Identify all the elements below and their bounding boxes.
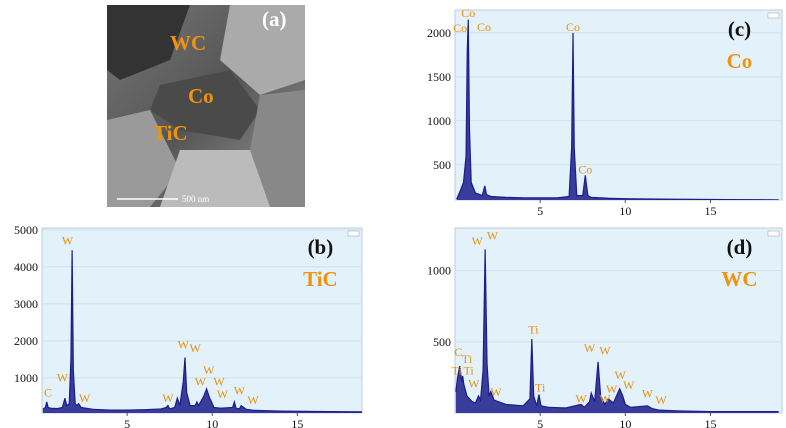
peak-label: W xyxy=(599,391,611,405)
x-tick-label: 10 xyxy=(619,417,631,428)
y-tick-label: 500 xyxy=(433,158,451,172)
tem-image: 500 nm (a) WC Co TiC xyxy=(107,5,305,207)
peak-label: W xyxy=(606,382,618,396)
panel-label: (b) xyxy=(308,235,334,259)
peak-label: W xyxy=(203,363,215,377)
peak-label: Ti xyxy=(462,352,473,366)
y-tick-label: 500 xyxy=(433,335,451,349)
y-tick-label: 5000 xyxy=(14,223,38,237)
peak-label: W xyxy=(584,341,596,355)
x-tick-label: 10 xyxy=(206,417,218,428)
legend-box xyxy=(767,12,780,19)
y-tick-label: 1000 xyxy=(14,371,38,385)
peak-label: W xyxy=(217,387,229,401)
peak-label: W xyxy=(195,374,207,388)
peak-label: Co xyxy=(578,163,592,177)
x-tick-label: 5 xyxy=(537,417,543,428)
grain xyxy=(250,90,305,207)
x-tick-label: 15 xyxy=(291,417,303,428)
spectrum xyxy=(455,249,779,413)
peak-label: W xyxy=(487,228,499,242)
legend-box xyxy=(767,230,780,237)
peak-label: W xyxy=(162,391,174,405)
peak-label: Ti xyxy=(452,364,463,378)
peak-label: Ti xyxy=(528,322,539,336)
spectrum xyxy=(42,250,362,413)
y-tick-label: 1000 xyxy=(427,264,451,278)
x-tick-label: 5 xyxy=(124,417,130,428)
peak-label: W xyxy=(79,391,91,405)
peak-label: Co xyxy=(477,20,491,34)
grain xyxy=(107,5,190,80)
y-tick-label: 2000 xyxy=(427,26,451,40)
phase-label: Co xyxy=(188,84,214,108)
phase-label: WC xyxy=(721,267,757,291)
phase-label: TiC xyxy=(153,121,188,145)
grain xyxy=(220,5,305,95)
peak-label: W xyxy=(655,393,667,407)
grain xyxy=(150,70,260,140)
y-tick-label: 1500 xyxy=(427,70,451,84)
phase-label: WC xyxy=(170,31,206,55)
peak-label: C xyxy=(44,385,52,399)
grain xyxy=(160,150,270,207)
x-tick-label: 10 xyxy=(619,204,631,218)
panel-label: (d) xyxy=(727,235,753,259)
peak-label: W xyxy=(178,337,190,351)
y-tick-label: 2000 xyxy=(14,334,38,348)
peak-label: W xyxy=(575,391,587,405)
phase-label: Co xyxy=(727,49,753,73)
grain xyxy=(107,110,180,207)
peak-label: W xyxy=(247,393,259,407)
peak-label: W xyxy=(213,374,225,388)
peak-label: Co xyxy=(461,6,475,20)
scale-label: 500 nm xyxy=(182,194,209,204)
peak-label: W xyxy=(642,386,654,400)
panel-label: (a) xyxy=(262,7,287,31)
legend-box xyxy=(347,230,360,237)
peak-label: W xyxy=(62,234,74,248)
panel-label: (c) xyxy=(728,17,751,41)
peak-label: W xyxy=(234,384,246,398)
phase-label: TiC xyxy=(303,267,338,291)
x-tick-label: 5 xyxy=(537,204,543,218)
peak-label: W xyxy=(471,234,483,248)
y-tick-label: 3000 xyxy=(14,297,38,311)
x-tick-label: 15 xyxy=(704,204,716,218)
peak-label: W xyxy=(623,378,635,392)
peak-label: W xyxy=(190,341,202,355)
peak-label: C xyxy=(454,345,462,359)
peak-label: W xyxy=(490,385,502,399)
spectrum xyxy=(456,19,779,200)
plot-area xyxy=(454,227,783,414)
y-tick-label: 1000 xyxy=(427,114,451,128)
spectrum-fill xyxy=(455,249,779,413)
peak-label: W xyxy=(599,344,611,358)
x-tick-label: 15 xyxy=(704,417,716,428)
y-tick-label: 4000 xyxy=(14,260,38,274)
plot-area xyxy=(454,9,783,201)
peak-label: Co xyxy=(566,20,580,34)
peak-label: W xyxy=(615,368,627,382)
peak-label: Ti xyxy=(535,381,546,395)
peak-label: W xyxy=(468,376,480,390)
peak-label: W xyxy=(57,371,69,385)
peak-label: Co xyxy=(453,21,467,35)
plot-area xyxy=(41,227,363,414)
peak-label: Ti xyxy=(464,364,475,378)
